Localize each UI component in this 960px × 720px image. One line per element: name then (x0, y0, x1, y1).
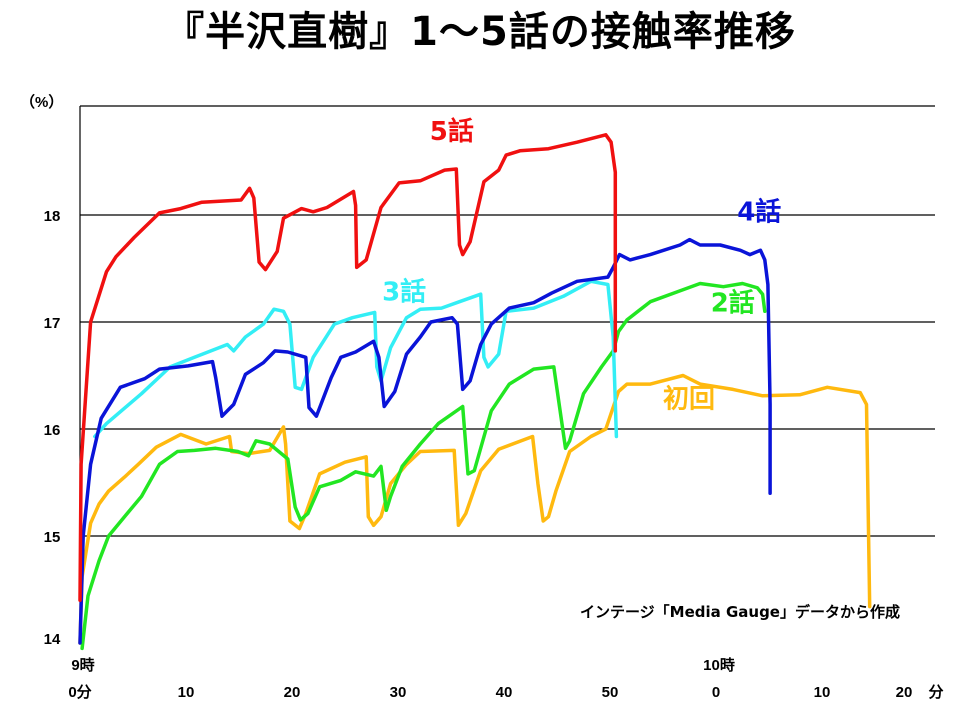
hour-label: 9時 (71, 656, 94, 674)
x-tick-label: 20 (284, 684, 301, 701)
series-label: 3話 (382, 277, 426, 308)
series-line-5 (78, 133, 618, 602)
hour-label: 10時 (703, 656, 735, 674)
chart-title: 『半沢直樹』1～5話の接触率推移 (164, 9, 796, 55)
series-labels: 初回 2話 3話 4話 5話 (382, 116, 781, 415)
x-tick-label: 30 (390, 684, 407, 701)
y-tick-label: 15 (44, 529, 61, 546)
y-tick-label: 16 (44, 422, 61, 439)
series-line-1 (78, 373, 872, 645)
x-tick-labels: 0分 10 20 30 40 50 0 10 20 分 9時 10時 (68, 656, 943, 701)
series-label: 2話 (711, 287, 755, 318)
x-tick-label: 50 (602, 684, 619, 701)
x-tick-label: 10 (814, 684, 831, 701)
x-tick-label: 10 (178, 684, 195, 701)
series-label: 初回 (663, 385, 715, 415)
x-tick-label: 0 (712, 684, 720, 701)
series-label: 5話 (430, 116, 474, 147)
source-note: インテージ「Media Gauge」データから作成 (580, 603, 900, 621)
y-tick-label: 14 (44, 631, 61, 648)
x-tick-label: 0分 (68, 684, 91, 701)
gridlines (79, 105, 935, 643)
y-tick-label: 18 (44, 208, 61, 225)
x-tick-label: 20 (896, 684, 913, 701)
series-lines (78, 133, 872, 651)
series-line-3 (93, 279, 619, 439)
series-line-4 (78, 237, 772, 645)
y-tick-labels: 14 15 16 17 18 (44, 208, 61, 648)
series-line-2 (80, 281, 767, 651)
y-tick-label: 17 (44, 315, 61, 332)
x-tick-label: 40 (496, 684, 513, 701)
y-axis-unit-label: （%） (20, 93, 63, 111)
x-axis-unit-label: 分 (928, 684, 943, 701)
series-label: 4話 (737, 196, 781, 227)
